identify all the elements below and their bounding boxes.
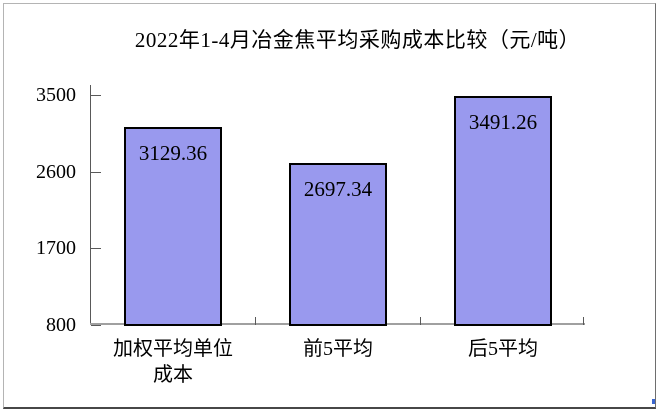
x-tick-mark — [420, 317, 421, 325]
category-label: 前5平均 — [303, 338, 373, 360]
y-tick-label: 2600 — [36, 161, 76, 183]
y-tick-label: 800 — [46, 314, 76, 336]
y-tick-mark — [91, 248, 101, 249]
y-tick-mark — [91, 172, 101, 173]
bar — [289, 163, 387, 326]
category-label: 后5平均 — [468, 338, 538, 360]
bar — [124, 127, 222, 326]
y-tick-mark — [91, 325, 101, 326]
chart-title: 2022年1-4月冶金焦平均采购成本比较（元/吨） — [134, 28, 581, 52]
x-tick-mark — [255, 317, 256, 325]
bar-value-label: 3491.26 — [468, 110, 538, 134]
bar-value-label: 2697.34 — [303, 177, 373, 201]
category-label: 加权平均单位成本 — [113, 338, 233, 386]
x-tick-mark — [583, 317, 584, 325]
blue-dot-artifact — [652, 399, 655, 404]
y-axis-line — [90, 85, 91, 325]
bar — [454, 96, 552, 326]
bar-value-label: 3129.36 — [138, 141, 208, 165]
y-tick-label: 3500 — [36, 84, 76, 106]
y-tick-mark — [91, 95, 101, 96]
y-tick-label: 1700 — [36, 237, 76, 259]
